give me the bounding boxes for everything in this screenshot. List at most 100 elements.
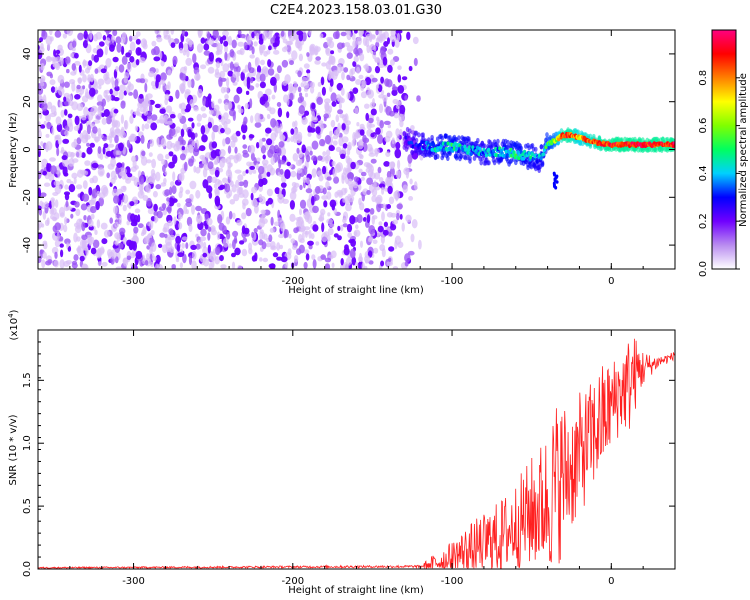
noise-blob: [335, 30, 340, 39]
noise-blob: [73, 125, 80, 131]
noise-blob: [326, 191, 332, 200]
noise-blob: [201, 156, 206, 164]
noise-blob: [333, 129, 339, 136]
noise-blob: [165, 105, 173, 113]
noise-blob: [89, 73, 94, 83]
noise-blob: [290, 128, 295, 135]
noise-blob: [179, 73, 187, 81]
signal-point: [535, 159, 539, 164]
noise-blob: [41, 223, 45, 228]
noise-blob: [377, 30, 383, 36]
noise-blob: [226, 193, 231, 199]
noise-blob: [45, 114, 51, 122]
noise-blob: [382, 229, 389, 236]
noise-blob: [38, 232, 43, 240]
noise-blob: [362, 217, 367, 222]
noise-blob: [249, 54, 255, 59]
noise-blob: [303, 226, 311, 231]
noise-blob: [46, 55, 51, 62]
noise-blob: [336, 82, 343, 91]
noise-blob: [214, 187, 220, 195]
noise-blob: [231, 39, 237, 49]
noise-blob: [202, 96, 207, 107]
noise-blob: [413, 57, 418, 67]
noise-blob: [103, 90, 108, 98]
noise-blob: [81, 221, 86, 232]
noise-blob: [162, 227, 168, 233]
noise-blob: [339, 113, 345, 119]
noise-blob: [239, 240, 245, 245]
signal-point: [446, 141, 450, 146]
noise-blob: [351, 32, 356, 41]
noise-blob: [182, 123, 188, 131]
noise-blob: [328, 54, 333, 62]
noise-blob: [141, 100, 149, 109]
noise-blob: [93, 81, 99, 91]
noise-blob: [160, 138, 167, 148]
noise-blob: [96, 45, 101, 50]
noise-blob: [70, 213, 74, 219]
noise-blob: [266, 138, 273, 146]
noise-blob: [337, 191, 343, 198]
signal-point: [411, 144, 415, 149]
noise-blob: [42, 94, 47, 105]
noise-blob: [329, 130, 333, 137]
noise-blob: [178, 222, 183, 230]
noise-blob: [332, 168, 337, 178]
noise-blob: [383, 221, 388, 227]
noise-blob: [129, 201, 135, 207]
noise-blob: [100, 68, 107, 74]
chart-title: C2E4.2023.158.03.01.G30: [270, 3, 442, 18]
x-tick-label: -300: [122, 276, 145, 287]
noise-blob: [147, 142, 151, 149]
noise-blob: [270, 76, 277, 86]
noise-blob: [303, 261, 308, 269]
snr-x-label: Height of straight line (km): [288, 585, 424, 596]
noise-blob: [165, 247, 172, 252]
noise-blob: [86, 124, 91, 135]
noise-blob: [278, 159, 286, 165]
y-tick-label: 1.5: [22, 372, 33, 388]
noise-blob: [256, 142, 260, 149]
noise-blob: [381, 211, 385, 222]
signal-point: [468, 145, 472, 150]
noise-blob: [391, 89, 398, 96]
y-tick-label: 0: [22, 146, 33, 152]
noise-blob: [301, 76, 308, 83]
noise-blob: [144, 82, 148, 93]
snr-line: [38, 338, 675, 569]
noise-blob: [232, 111, 236, 121]
noise-blob: [54, 239, 61, 248]
noise-blob: [79, 132, 84, 140]
noise-blob: [207, 232, 211, 241]
signal-point: [538, 153, 542, 158]
noise-blob: [383, 120, 391, 125]
noise-blob: [220, 127, 225, 134]
noise-blob: [370, 132, 375, 138]
noise-blob: [191, 204, 195, 215]
noise-blob: [231, 252, 236, 258]
noise-blob: [296, 168, 303, 174]
noise-blob: [46, 162, 50, 172]
noise-blob: [104, 45, 108, 56]
signal-point: [475, 145, 480, 150]
noise-blob: [342, 217, 347, 224]
noise-blob: [74, 60, 81, 66]
noise-blob: [303, 82, 310, 89]
noise-blob: [103, 73, 109, 81]
noise-blob: [373, 247, 379, 254]
noise-blob: [236, 219, 243, 226]
noise-blob: [55, 116, 62, 126]
noise-blob: [416, 95, 421, 102]
signal-halo: [417, 132, 421, 138]
noise-blob: [305, 253, 310, 261]
noise-blob: [304, 92, 309, 98]
noise-blob: [212, 124, 220, 133]
signal-point: [530, 152, 535, 157]
noise-blob: [146, 119, 154, 124]
noise-blob: [214, 155, 220, 165]
noise-blob: [259, 73, 266, 83]
noise-blob: [43, 120, 47, 126]
noise-blob: [111, 34, 115, 43]
noise-blob: [98, 197, 104, 207]
